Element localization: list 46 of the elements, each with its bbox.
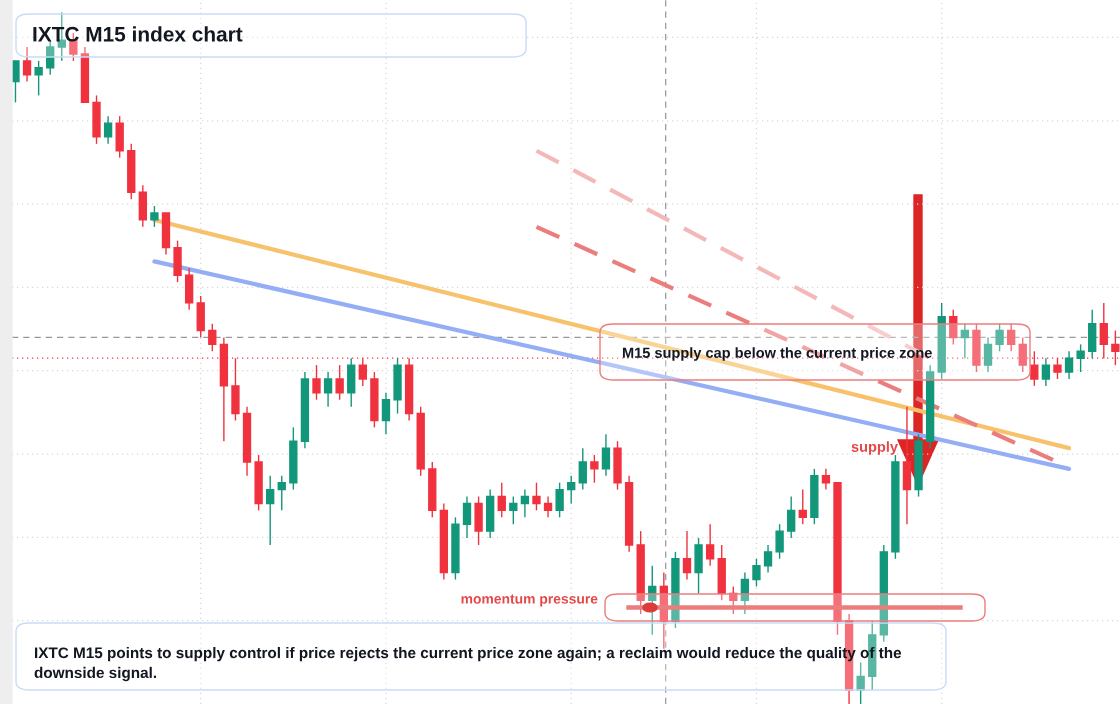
candlestick: [312, 364, 321, 401]
candlestick: [323, 371, 333, 408]
candlestick: [266, 475, 275, 546]
candlestick: [543, 495, 553, 518]
candlestick: [856, 661, 865, 704]
candlestick: [995, 322, 1004, 353]
candlestick: [520, 488, 530, 518]
candlestick: [497, 482, 506, 518]
annotation: supply: [851, 441, 898, 455]
candlestick: [277, 475, 286, 512]
candlestick: [960, 322, 970, 359]
candlestick: [34, 60, 43, 97]
candlestick: [705, 523, 715, 567]
candlestick: [578, 447, 587, 491]
candlestick: [22, 46, 32, 83]
candlestick: [590, 454, 599, 484]
candlestick: [462, 495, 472, 539]
candlestick: [821, 468, 831, 491]
annotation: M15 supply cap below the current price zone: [622, 347, 932, 361]
candlestick: [1064, 350, 1074, 380]
candlestick: [1030, 350, 1039, 387]
candlestick: [775, 523, 784, 560]
candlestick: [567, 475, 576, 505]
candlestick: [1041, 357, 1051, 387]
candlestick: [729, 585, 738, 615]
candlestick: [381, 392, 391, 435]
candlestick: [798, 488, 807, 525]
candlestick: [740, 571, 750, 615]
candlestick: [103, 115, 113, 145]
candlestick: [150, 205, 159, 228]
candlestick: [1076, 343, 1085, 373]
candlestick: [555, 482, 564, 518]
annotation: momentum pressure: [461, 594, 598, 607]
candlestick: [509, 495, 518, 525]
candlestick: [335, 364, 344, 401]
candlestick: [983, 336, 993, 373]
candlestick: [752, 558, 761, 588]
candlestick: [208, 322, 217, 353]
candlestick: [601, 433, 611, 477]
candlestick: [648, 564, 657, 636]
candlestick: [1006, 322, 1016, 353]
candlestick: [682, 530, 692, 581]
candlestick: [949, 309, 958, 346]
candlestick: [763, 544, 773, 574]
candlestick: [787, 495, 796, 539]
candlestick: [532, 482, 541, 512]
